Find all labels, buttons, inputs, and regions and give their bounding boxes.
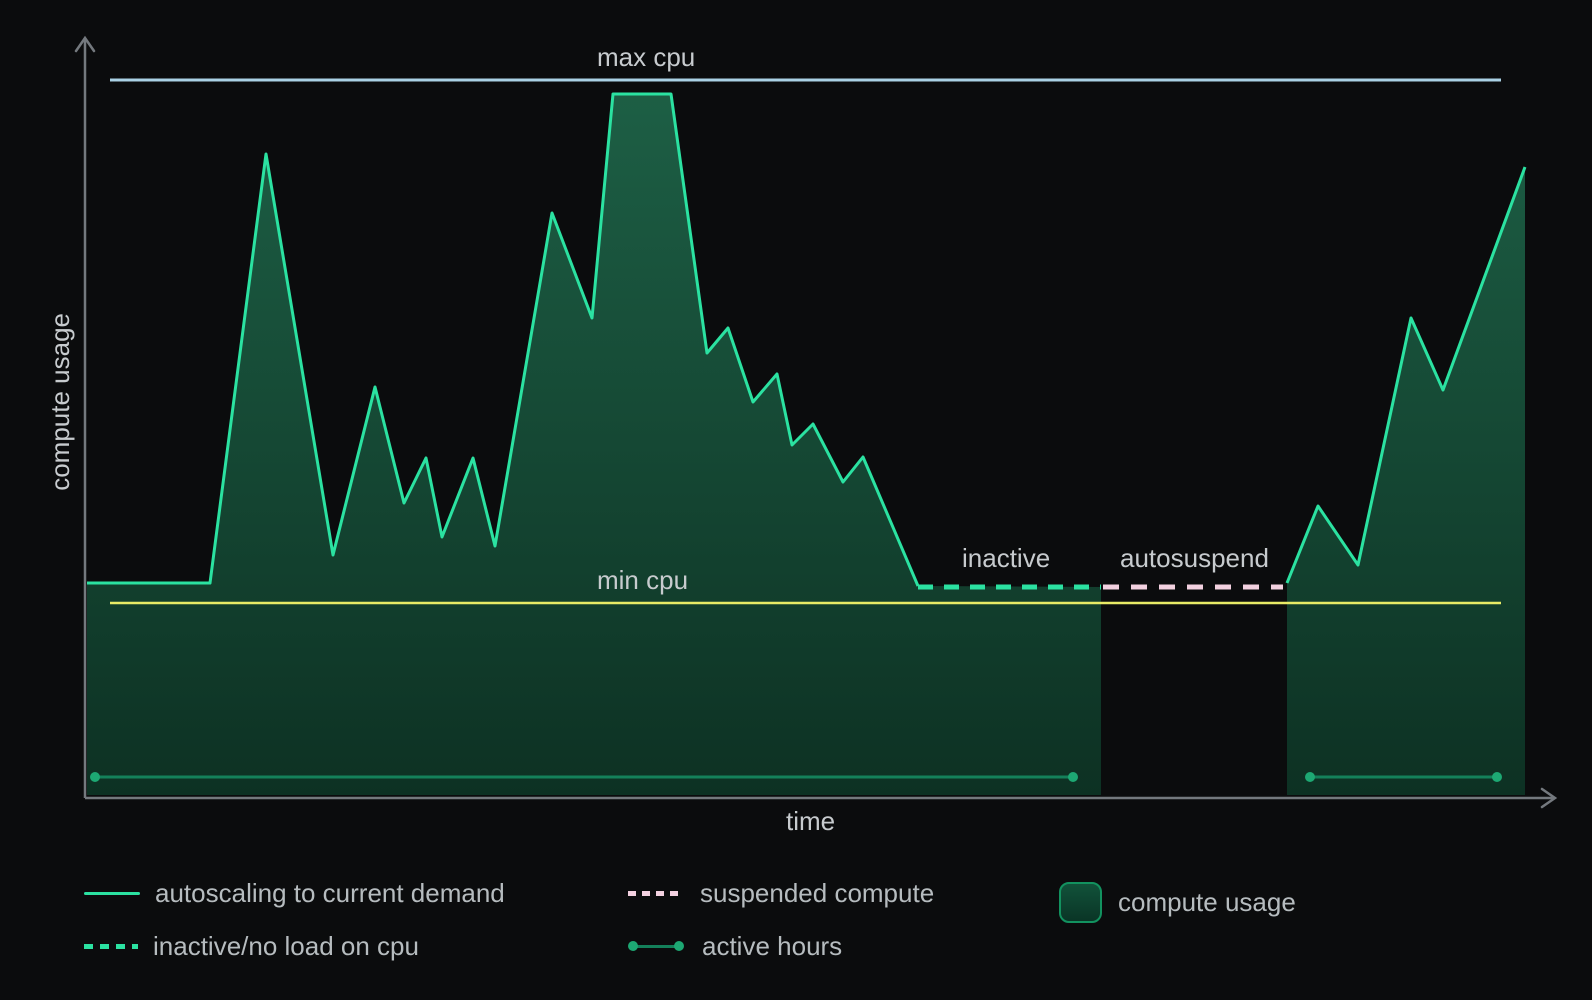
max-cpu-label: max cpu xyxy=(597,42,696,72)
legend-label: compute usage xyxy=(1118,887,1296,917)
filled-green-square-icon xyxy=(1059,881,1102,923)
x-axis-label: time xyxy=(786,806,836,836)
inactive-label: inactive xyxy=(962,543,1051,573)
legend-item-suspended: suspended compute xyxy=(628,873,934,913)
y-axis-label: compute usage xyxy=(45,313,75,491)
legend-label: inactive/no load on cpu xyxy=(153,931,419,961)
autosuspend-label: autosuspend xyxy=(1120,543,1269,573)
legend-label: suspended compute xyxy=(700,878,935,908)
legend-item-autoscaling: autoscaling to current demand xyxy=(84,873,505,913)
legend-item-active-hours: active hours xyxy=(628,926,842,966)
legend-item-compute-usage: compute usage xyxy=(1059,881,1296,923)
solid-green-line-icon xyxy=(84,891,140,895)
dashed-green-line-icon xyxy=(84,943,138,949)
line-with-dots-icon xyxy=(628,941,684,951)
dashed-pink-line-icon xyxy=(628,890,682,896)
legend-label: active hours xyxy=(702,931,843,961)
legend-item-inactive: inactive/no load on cpu xyxy=(84,926,419,966)
legend-label: autoscaling to current demand xyxy=(155,878,505,908)
min-cpu-label: min cpu xyxy=(597,565,689,595)
